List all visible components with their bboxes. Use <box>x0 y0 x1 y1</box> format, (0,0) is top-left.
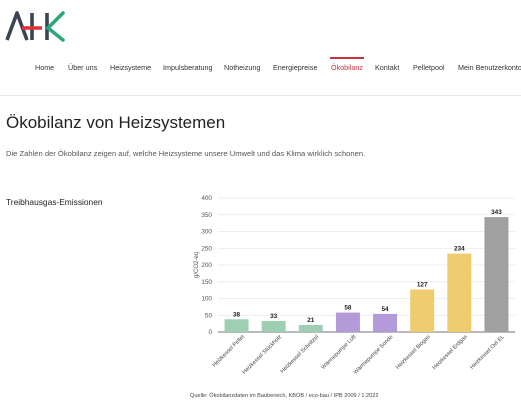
nav-item-home[interactable]: Home <box>35 63 55 72</box>
y-tick-label: 200 <box>201 262 212 269</box>
emissions-bar-chart: 0 50 100 150 200 250 300 350 400 g/CO2-eq 38 Heizke… <box>194 195 515 376</box>
data-label: 54 <box>382 306 390 313</box>
y-tick-label: 0 <box>208 329 212 336</box>
data-label: 343 <box>491 209 502 216</box>
ahk-logo[interactable] <box>5 10 69 42</box>
bar <box>410 289 435 332</box>
y-tick-label: 250 <box>201 245 212 252</box>
bar <box>373 313 398 332</box>
y-tick-label: 300 <box>201 229 212 236</box>
bar <box>335 312 360 332</box>
bar <box>447 253 472 332</box>
data-label: 33 <box>270 313 278 320</box>
x-tick-label: Heizkessel Pellet <box>212 334 247 369</box>
main-navigation: Home Über uns Heizsysteme Impulsberatung… <box>0 55 521 77</box>
y-tick-label: 400 <box>201 195 212 202</box>
x-tick-label: Heizkessel Stückholz <box>241 334 283 376</box>
bar <box>261 320 286 332</box>
data-label: 38 <box>233 311 241 318</box>
nav-item-kontakt[interactable]: Kontakt <box>375 63 400 72</box>
nav-item-pelletpool[interactable]: Pelletpool <box>413 63 445 72</box>
bar <box>484 217 509 332</box>
x-tick-label: Heizkessel Biogas <box>395 334 432 371</box>
nav-item-impulsberatung[interactable]: Impulsberatung <box>163 63 213 72</box>
x-tick-label: Heizkessel Schnitzel <box>280 334 321 375</box>
data-label: 127 <box>417 281 428 288</box>
bar <box>224 319 249 332</box>
nav-item-mein-benutzerkonto[interactable]: Mein Benutzerkonto <box>458 63 521 72</box>
page-title: Ökobilanz von Heizsystemen <box>6 113 226 132</box>
data-label: 21 <box>307 317 315 324</box>
logo-a-shape <box>5 11 29 41</box>
nav-item-oekobilanz[interactable]: Ökobilanz <box>330 57 364 72</box>
intro-text: Die Zahlen der Ökobilanz zeigen auf, wel… <box>6 149 366 158</box>
site-header: Home Über uns Heizsysteme Impulsberatung… <box>0 0 521 96</box>
nav-item-notheizung[interactable]: Notheizung <box>224 63 261 72</box>
nav-item-heizsysteme[interactable]: Heizsysteme <box>110 63 152 72</box>
y-tick-label: 350 <box>201 212 212 219</box>
logo-k-arm <box>46 11 65 42</box>
data-label: 234 <box>454 246 465 253</box>
x-tick-label: Wärmepumpe Sonde <box>353 334 395 376</box>
data-label: 58 <box>344 305 352 312</box>
y-tick-label: 50 <box>205 312 213 319</box>
y-tick-label: 100 <box>201 296 212 303</box>
nav-item-energiepreise[interactable]: Energiepreise <box>273 63 318 72</box>
bar <box>298 324 323 332</box>
section-title: Treibhausgas-Emissionen <box>6 197 103 207</box>
x-tick-label: Wärmepumpe Luft <box>321 334 358 371</box>
nav-item-ueber-uns[interactable]: Über uns <box>68 63 98 72</box>
y-tick-label: 150 <box>201 279 212 286</box>
x-tick-label: Heizkessel Erdgas <box>432 334 469 371</box>
source-caption: Quelle: Ökobilanzdaten im Baubereich, KB… <box>190 393 379 399</box>
x-tick-label: Heizkessel Oel EL <box>469 334 506 371</box>
y-axis-label: g/CO2-eq <box>194 252 200 278</box>
